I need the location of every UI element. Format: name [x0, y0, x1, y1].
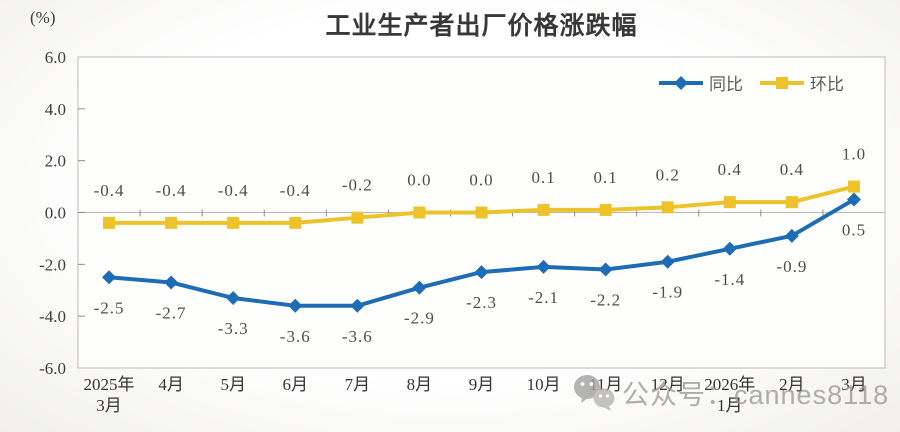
y-axis-label: 4.0: [45, 100, 66, 119]
data-point-marker[interactable]: [226, 291, 241, 306]
data-point-marker[interactable]: [661, 201, 674, 214]
x-axis-label: 6月: [283, 375, 309, 394]
y-axis-label: -4.0: [39, 307, 66, 326]
data-point-marker[interactable]: [785, 196, 798, 209]
legend-item-yoy[interactable]: 同比: [658, 70, 743, 95]
x-axis-label: 3月: [841, 375, 867, 394]
x-axis-label: 2025年 3月: [84, 375, 135, 415]
data-point-marker[interactable]: [847, 180, 860, 193]
chart-legend: 同比 环比: [658, 70, 844, 95]
x-axis-label: 9月: [469, 375, 495, 394]
data-point-marker[interactable]: [164, 275, 179, 290]
data-point-label: 0.5: [842, 221, 866, 240]
chart-title: 工业生产者出厂价格涨跌幅: [325, 12, 638, 40]
data-point-label: -2.2: [590, 291, 621, 310]
data-point-marker[interactable]: [846, 192, 861, 207]
data-point-label: -3.6: [342, 327, 373, 346]
data-point-marker[interactable]: [475, 206, 488, 219]
data-point-label: 0.1: [594, 168, 618, 187]
data-point-label: -2.9: [404, 309, 435, 328]
data-point-label: -3.6: [280, 327, 311, 346]
data-point-marker[interactable]: [413, 206, 426, 219]
x-axis-label: 12月: [651, 375, 685, 394]
y-axis-unit-label: (%): [30, 8, 56, 27]
data-point-marker[interactable]: [536, 259, 551, 274]
data-point-marker[interactable]: [660, 254, 675, 269]
x-axis-label: 2026年 1月: [704, 375, 755, 415]
y-axis-label: 2.0: [45, 152, 66, 171]
x-axis-label: 2月: [779, 375, 805, 394]
x-axis-label: 7月: [345, 375, 371, 394]
data-point-label: -0.9: [776, 257, 807, 276]
y-axis-label: 6.0: [45, 48, 66, 67]
data-point-marker[interactable]: [474, 265, 489, 280]
data-point-marker[interactable]: [722, 241, 737, 256]
data-point-label: -2.3: [466, 293, 497, 312]
y-axis-label: -6.0: [39, 359, 66, 378]
data-point-marker[interactable]: [598, 262, 613, 277]
x-axis-label: 4月: [158, 375, 184, 394]
data-point-label: 0.4: [780, 160, 804, 179]
data-point-marker[interactable]: [165, 216, 178, 229]
legend-label-mom: 环比: [810, 75, 844, 94]
data-point-label: -0.4: [94, 181, 125, 200]
data-point-marker[interactable]: [102, 270, 117, 285]
data-point-label: 0.0: [407, 171, 431, 190]
data-point-label: 0.1: [531, 168, 555, 187]
x-axis-label: 5月: [220, 375, 246, 394]
data-point-label: -1.4: [714, 270, 745, 289]
yoy-line-diamond-icon: [659, 75, 703, 90]
data-point-marker[interactable]: [537, 203, 550, 216]
data-point-marker[interactable]: [103, 216, 116, 229]
data-point-label: 0.0: [469, 171, 493, 190]
data-point-marker[interactable]: [350, 298, 365, 313]
data-point-label: -0.4: [218, 181, 249, 200]
x-axis-label: 8月: [407, 375, 433, 394]
mom-line-square-icon: [760, 76, 804, 89]
data-point-label: -0.4: [156, 181, 187, 200]
data-point-marker[interactable]: [412, 280, 427, 295]
x-axis-label: 10月: [527, 375, 561, 394]
data-point-label: -2.5: [94, 298, 125, 317]
data-point-marker[interactable]: [288, 298, 303, 313]
data-point-label: -2.1: [528, 288, 559, 307]
data-point-label: -3.3: [218, 319, 249, 338]
data-point-label: -1.9: [652, 283, 683, 302]
data-point-marker[interactable]: [351, 211, 364, 224]
data-point-label: -0.2: [342, 176, 373, 195]
data-point-label: 0.4: [718, 160, 742, 179]
data-point-marker[interactable]: [784, 228, 799, 243]
legend-label-yoy: 同比: [709, 75, 743, 94]
data-point-label: 1.0: [842, 145, 866, 164]
data-point-marker[interactable]: [289, 216, 302, 229]
x-axis-label: 11月: [589, 375, 622, 394]
data-point-label: 0.2: [656, 165, 680, 184]
data-point-label: -0.4: [280, 181, 311, 200]
data-point-marker[interactable]: [723, 196, 736, 209]
legend-item-mom[interactable]: 环比: [759, 70, 844, 95]
data-point-label: -2.7: [156, 303, 187, 322]
data-point-marker[interactable]: [599, 203, 612, 216]
data-point-marker[interactable]: [227, 216, 240, 229]
y-axis-label: 0.0: [45, 204, 66, 223]
y-axis-label: -2.0: [39, 255, 66, 274]
